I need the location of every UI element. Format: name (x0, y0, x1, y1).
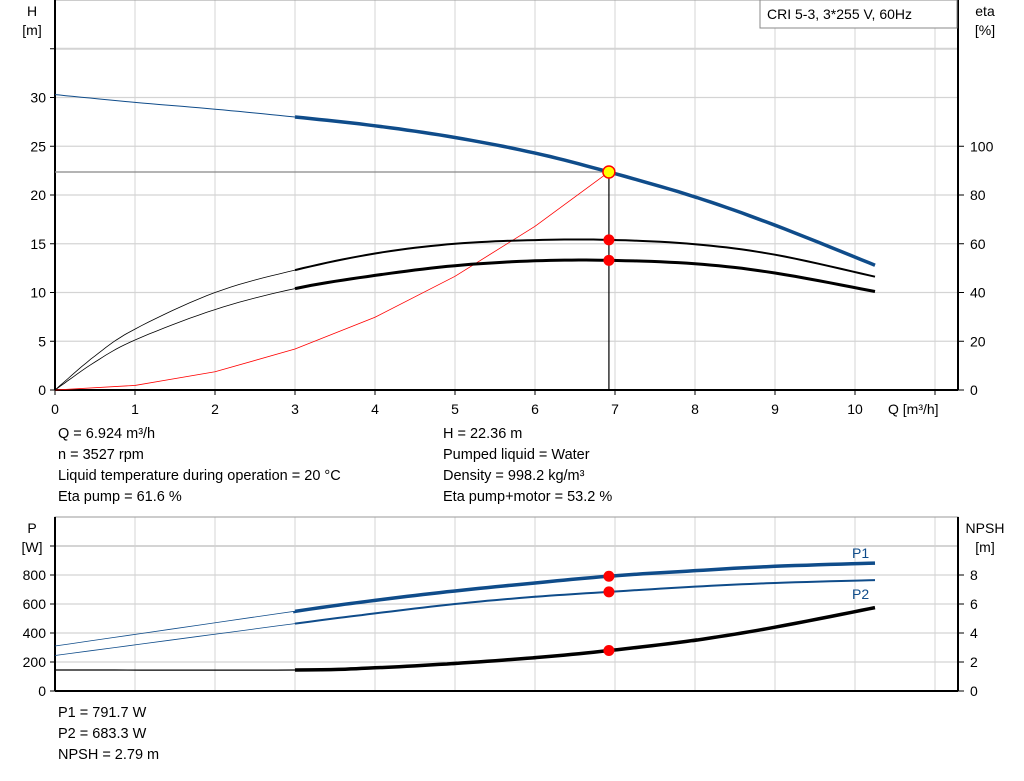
y-axis-unit: [W] (22, 539, 43, 555)
y-tick-label: 20 (30, 187, 46, 203)
info-temp: Liquid temperature during operation = 20… (58, 468, 341, 484)
eta-pump-motor-curve-thin (54, 288, 296, 391)
x-axis-label: Q [m³/h] (888, 401, 939, 417)
eta-pump-motor-curve (294, 258, 876, 293)
p2-curve (294, 579, 876, 625)
y-axis-label: H (27, 3, 37, 19)
y-tick-label: 10 (30, 285, 46, 301)
info-p1: P1 = 791.7 W (58, 705, 147, 721)
x-tick-label: 9 (771, 401, 779, 417)
y2-tick-label: 6 (970, 596, 978, 612)
h-curve-thin (54, 94, 296, 118)
info-p2: P2 = 683.3 W (58, 726, 147, 742)
duty-point-p2 (603, 586, 615, 598)
y2-tick-label: 20 (970, 333, 986, 349)
p2-label: P2 (852, 586, 869, 602)
y2-tick-label: 100 (970, 138, 994, 154)
x-tick-label: 3 (291, 401, 299, 417)
y2-axis-unit: [m] (975, 539, 994, 555)
y-tick-label: 0 (38, 382, 46, 398)
x-tick-label: 10 (847, 401, 863, 417)
p1-label: P1 (852, 545, 869, 561)
chart-title: CRI 5-3, 3*255 V, 60Hz (767, 6, 912, 22)
eta-pump-curve-thin (54, 269, 296, 391)
duty-point-eta-pump-motor (603, 254, 615, 266)
y-tick-label: 0 (38, 683, 46, 699)
info-liquid: Pumped liquid = Water (443, 447, 590, 463)
y-tick-label: 400 (23, 625, 47, 641)
npsh-curve (294, 605, 876, 672)
duty-point-p1 (603, 570, 615, 582)
y2-tick-label: 8 (970, 567, 978, 583)
y-tick-label: 200 (23, 654, 47, 670)
duty-point-npsh (603, 645, 615, 657)
x-tick-label: 2 (211, 401, 219, 417)
y2-tick-label: 4 (970, 625, 978, 641)
duty-point-eta-pump (603, 234, 615, 246)
y2-tick-label: 0 (970, 382, 978, 398)
h-curve (294, 115, 876, 267)
y-axis-unit: [m] (22, 22, 41, 38)
title-box (759, 0, 958, 29)
duty-point-h (602, 165, 616, 179)
x-tick-label: 8 (691, 401, 699, 417)
y2-tick-label: 60 (970, 236, 986, 252)
y-tick-label: 5 (38, 333, 46, 349)
info-q: Q = 6.924 m³/h (58, 426, 156, 442)
y2-axis-label: NPSH (966, 520, 1005, 536)
y2-tick-label: 80 (970, 187, 986, 203)
y2-tick-label: 40 (970, 285, 986, 301)
p2-curve-thin (54, 623, 296, 656)
y-tick-label: 600 (23, 596, 47, 612)
system-curve (54, 171, 610, 391)
p1-curve-thin (54, 610, 296, 647)
x-tick-label: 0 (51, 401, 59, 417)
y-tick-label: 15 (30, 236, 46, 252)
y-tick-label: 800 (23, 567, 47, 583)
y2-tick-label: 2 (970, 654, 978, 670)
info-h: H = 22.36 m (443, 426, 523, 442)
info-eta-pump: Eta pump = 61.6 % (58, 489, 182, 505)
y-tick-label: 25 (30, 138, 46, 154)
y-tick-label: 30 (30, 90, 46, 106)
x-tick-label: 1 (131, 401, 139, 417)
p1-curve (293, 561, 876, 614)
y-axis-label: P (27, 520, 36, 536)
y2-tick-label: 0 (970, 683, 978, 699)
x-tick-label: 6 (531, 401, 539, 417)
x-tick-label: 7 (611, 401, 619, 417)
info-n: n = 3527 rpm (58, 447, 144, 463)
info-npsh: NPSH = 2.79 m (58, 747, 160, 763)
x-tick-label: 4 (371, 401, 379, 417)
eta-pump-curve (294, 238, 876, 278)
info-density: Density = 998.2 kg/m³ (443, 468, 585, 484)
x-tick-label: 5 (451, 401, 459, 417)
y2-axis-unit: [%] (975, 22, 995, 38)
y2-axis-label: eta (975, 3, 995, 19)
info-eta-pump-motor: Eta pump+motor = 53.2 % (443, 489, 613, 505)
